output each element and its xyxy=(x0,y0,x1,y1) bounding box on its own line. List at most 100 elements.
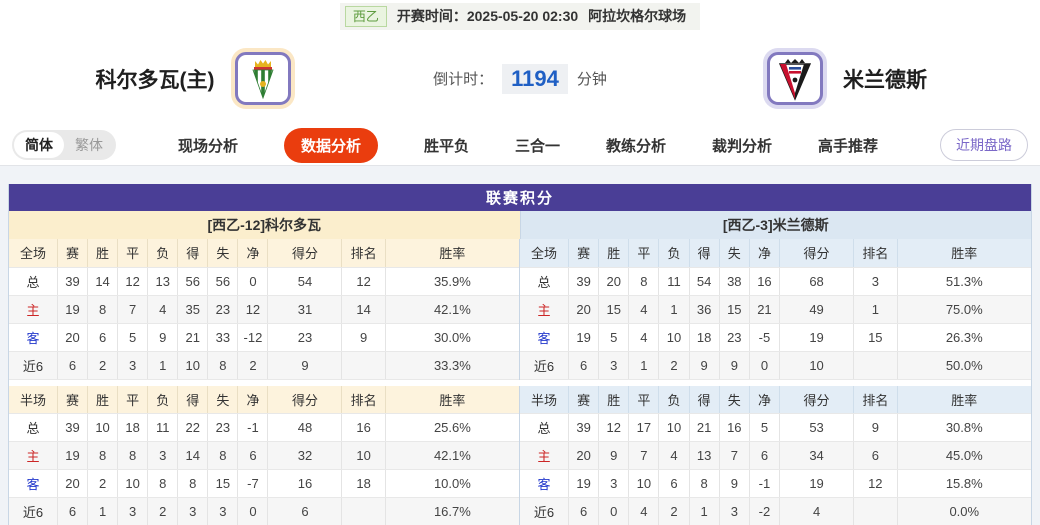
countdown-block: 倒计时： 1194 分钟 xyxy=(390,63,650,94)
stat-cell: 26.3% xyxy=(897,323,1031,352)
stat-cell: 21 xyxy=(177,323,209,352)
stat-cell: 22 xyxy=(177,413,209,442)
column-header: 失 xyxy=(719,385,750,414)
stat-cell: 23 xyxy=(207,295,239,324)
tab-win-draw-loss[interactable]: 胜平负 xyxy=(423,137,469,155)
stat-cell: 11 xyxy=(658,267,690,296)
countdown-label: 倒计时： xyxy=(433,71,494,88)
away-table-header: [西乙-3]米兰德斯 xyxy=(520,211,1031,239)
stat-cell: 4 xyxy=(147,295,179,324)
column-header: 净 xyxy=(749,385,781,414)
stat-cell: 35.9% xyxy=(385,267,519,296)
table-row: 主 20 15 4 1 36 15 21 49 1 75.0% xyxy=(520,295,1031,324)
home-team-block: 科尔多瓦(主) xyxy=(0,48,390,109)
home-team-name: 科尔多瓦(主) xyxy=(95,68,215,92)
stat-cell: 12 xyxy=(853,469,898,498)
stat-cell: 15 xyxy=(598,295,630,324)
language-toggle[interactable]: 简体 繁体 xyxy=(12,130,116,160)
stat-cell: 17 xyxy=(628,413,660,442)
stat-cell: 25.6% xyxy=(385,413,519,442)
stat-cell: 1 xyxy=(689,497,720,525)
stat-cell: 10 xyxy=(117,469,149,498)
table-row: 客 20 6 5 9 21 33 -12 23 9 30.0% xyxy=(9,323,519,352)
away-half-time-table: 半场赛胜平负得失净得分 排名 胜率总 39 12 17 10 21 16 5 53 9 30.8% 主 20… xyxy=(520,385,1031,525)
stat-cell: 4 xyxy=(658,441,690,470)
kickoff-info: 西乙 开赛时间： 2025-05-20 02:30 阿拉坎格尔球场 xyxy=(339,2,701,30)
countdown-unit: 分钟 xyxy=(576,71,607,88)
tab-three-in-one[interactable]: 三合一 xyxy=(514,137,560,155)
stat-cell: 18 xyxy=(341,469,386,498)
tab-expert-picks[interactable]: 高手推荐 xyxy=(818,137,879,155)
table-row: 近6 6 3 1 2 9 9 0 10 50.0% xyxy=(520,351,1031,380)
tab-referee-analysis[interactable]: 裁判分析 xyxy=(712,137,773,155)
column-header: 胜 xyxy=(598,385,630,414)
stats-table: 全场赛胜平负得失净得分 排名 胜率总 39 20 8 11 54 38 16 68 3 51.3% 主 20… xyxy=(520,239,1031,380)
stat-cell: 10 xyxy=(779,351,855,380)
column-header: 负 xyxy=(147,385,179,414)
stat-cell xyxy=(853,497,898,525)
stat-cell: 10 xyxy=(177,351,209,380)
stat-cell: 4 xyxy=(628,295,660,324)
row-label: 近6 xyxy=(520,497,570,525)
stat-cell: 7 xyxy=(628,441,660,470)
stat-cell: 2 xyxy=(87,469,119,498)
lang-traditional[interactable]: 繁体 xyxy=(75,137,103,153)
stat-cell: 14 xyxy=(177,441,209,470)
stat-cell: 18 xyxy=(117,413,149,442)
tab-live-analysis[interactable]: 现场分析 xyxy=(177,137,238,155)
stat-cell: 68 xyxy=(779,267,855,296)
recent-handicap-link[interactable]: 近期盘路 xyxy=(940,129,1028,161)
home-full-time-table: 全场赛胜平负得失净得分 排名 胜率总 39 14 12 13 56 56 0 54 12 35.9% 主 1… xyxy=(9,239,520,380)
stat-cell: 19 xyxy=(57,441,89,470)
row-label: 主 xyxy=(9,441,58,470)
stat-cell: -5 xyxy=(749,323,781,352)
stat-cell: 23 xyxy=(719,323,750,352)
stat-cell: 19 xyxy=(779,469,855,498)
stat-cell: 39 xyxy=(57,413,89,442)
stats-table: 半场赛胜平负得失净得分 排名 胜率总 39 10 18 11 22 23 -1 48 16 25.6% 主… xyxy=(9,385,519,525)
column-header: 胜率 xyxy=(385,239,519,268)
table-row: 近6 6 2 3 1 10 8 2 9 33.3% xyxy=(9,351,519,380)
stat-cell: 15 xyxy=(853,323,898,352)
stat-cell: 23 xyxy=(267,323,343,352)
stat-cell: 3 xyxy=(147,441,179,470)
column-header: 得 xyxy=(689,385,720,414)
stat-cell: 4 xyxy=(628,497,660,525)
row-label: 主 xyxy=(520,441,570,470)
column-header: 平 xyxy=(628,385,660,414)
stat-cell: 42.1% xyxy=(385,295,519,324)
row-label: 客 xyxy=(9,323,58,352)
stat-cell: 16 xyxy=(749,267,781,296)
stat-cell: 16 xyxy=(267,469,343,498)
stat-cell: 5 xyxy=(598,323,630,352)
stat-cell: 9 xyxy=(689,351,720,380)
stat-cell: 8 xyxy=(147,469,179,498)
stat-cell: 30.8% xyxy=(897,413,1031,442)
stat-cell: 3 xyxy=(207,497,239,525)
lang-simplified[interactable]: 简体 xyxy=(14,132,64,158)
stat-cell: 12 xyxy=(341,267,386,296)
stat-cell: 3 xyxy=(598,469,630,498)
stat-cell: 34 xyxy=(779,441,855,470)
stat-cell: 50.0% xyxy=(897,351,1031,380)
away-team-name: 米兰德斯 xyxy=(843,68,927,92)
stat-cell: 8 xyxy=(628,267,660,296)
stat-cell: 53 xyxy=(779,413,855,442)
row-label: 总 xyxy=(9,267,58,296)
stat-cell: 10 xyxy=(341,441,386,470)
stat-cell: 54 xyxy=(267,267,343,296)
tab-data-analysis[interactable]: 数据分析 xyxy=(283,127,378,163)
stat-cell: 3 xyxy=(117,351,149,380)
stat-cell: 10 xyxy=(658,413,690,442)
stat-cell xyxy=(341,497,386,525)
stat-cell: -12 xyxy=(237,323,269,352)
tab-coach-analysis[interactable]: 教练分析 xyxy=(606,137,667,155)
table-title: 联赛积分 xyxy=(9,184,1031,211)
stat-cell: 20 xyxy=(57,323,89,352)
column-header: 得分 xyxy=(267,385,343,414)
stat-cell: 3 xyxy=(719,497,750,525)
stat-cell: 8 xyxy=(87,441,119,470)
stat-cell: 16.7% xyxy=(385,497,519,525)
column-header: 平 xyxy=(628,239,660,268)
stat-cell: 6 xyxy=(853,441,898,470)
